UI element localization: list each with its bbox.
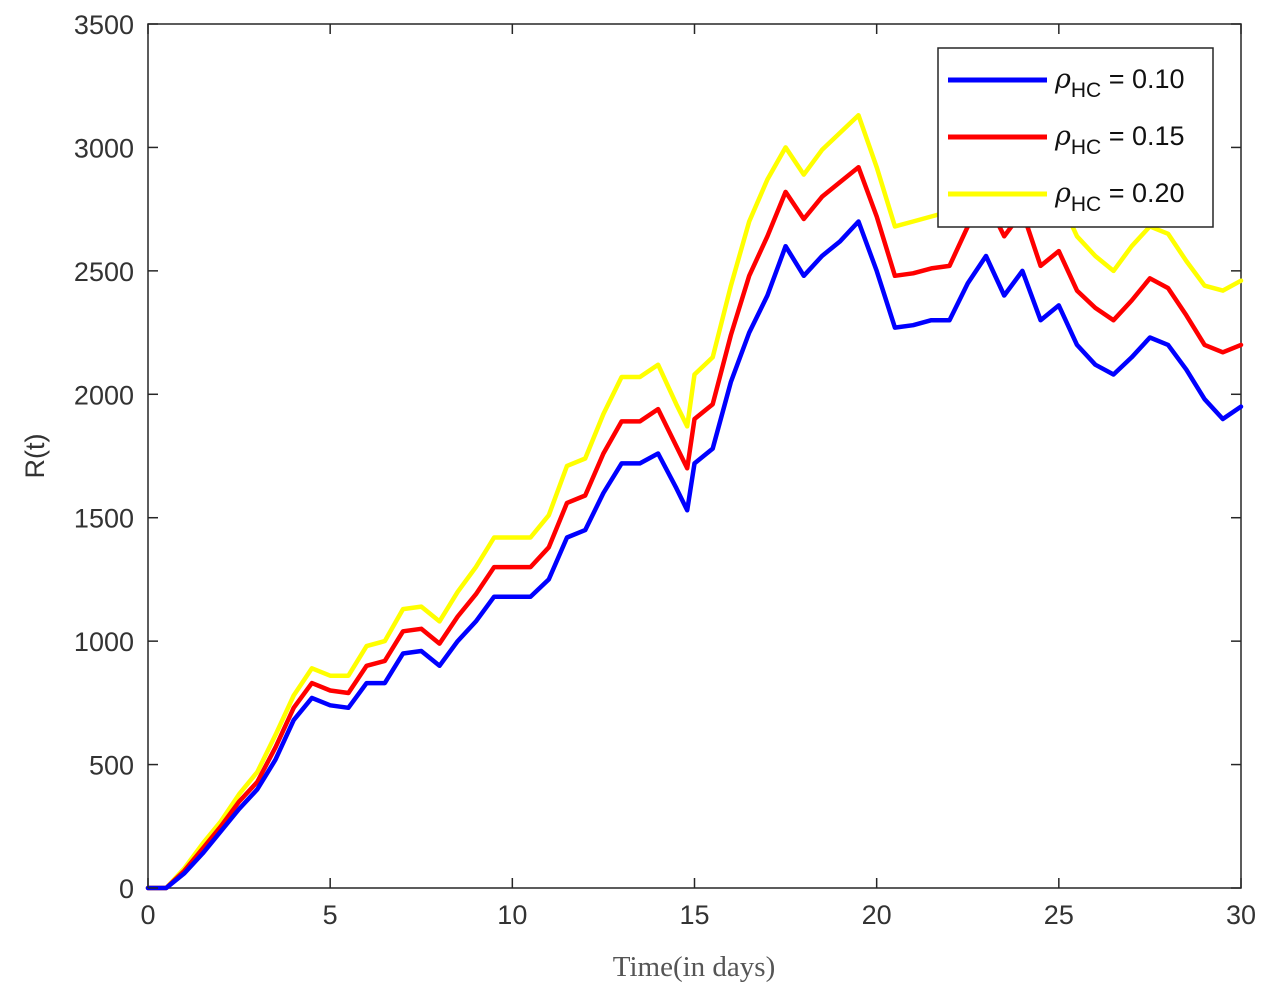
x-tick-label: 20 xyxy=(862,900,892,930)
y-tick-label: 2000 xyxy=(74,380,134,410)
y-tick-label: 2500 xyxy=(74,257,134,287)
y-tick-label: 3500 xyxy=(74,10,134,40)
legend-label-0: ρHC = 0.10 xyxy=(1054,64,1185,102)
legend-label-2: ρHC = 0.20 xyxy=(1054,178,1185,216)
x-axis-label: Time(in days) xyxy=(613,951,775,983)
y-axis: 0 500 1000 1500 2000 2500 3000 3500 xyxy=(74,10,1241,904)
x-tick-label: 15 xyxy=(679,900,709,930)
y-tick-label: 500 xyxy=(89,751,134,781)
x-tick-label: 25 xyxy=(1044,900,1074,930)
x-tick-label: 0 xyxy=(140,900,155,930)
y-tick-label: 3000 xyxy=(74,133,134,163)
x-axis: 0 5 10 15 20 25 30 xyxy=(140,24,1256,930)
series-line-0 xyxy=(145,219,1244,891)
series-line-1 xyxy=(145,164,1244,891)
legend: ρHC = 0.10 ρHC = 0.15 ρHC = 0.20 xyxy=(937,47,1214,228)
x-tick-label: 5 xyxy=(323,900,338,930)
x-tick-label: 10 xyxy=(497,900,527,930)
y-axis-label: R(t) xyxy=(20,434,50,479)
x-tick-label: 30 xyxy=(1226,900,1256,930)
y-tick-label: 1000 xyxy=(74,627,134,657)
y-tick-label: 1500 xyxy=(74,504,134,534)
y-tick-label: 0 xyxy=(119,874,134,904)
legend-label-1: ρHC = 0.15 xyxy=(1054,121,1185,159)
